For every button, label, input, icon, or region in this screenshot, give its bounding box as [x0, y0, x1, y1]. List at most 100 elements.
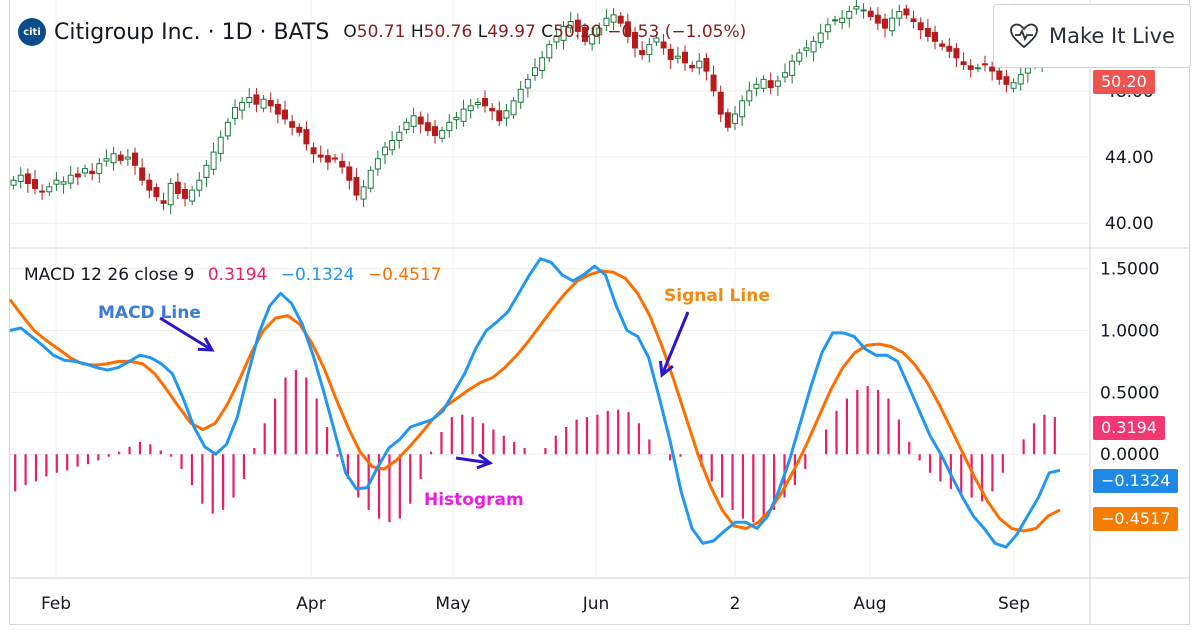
hist-tag: 0.3194 — [1093, 416, 1165, 440]
candle-body — [853, 6, 860, 10]
candle-body — [596, 27, 603, 36]
candle-body — [967, 65, 974, 70]
macd-tick-label: 0.5000 — [1100, 383, 1159, 403]
candle-body — [874, 14, 881, 24]
candle-body — [817, 32, 824, 44]
candle-body — [667, 48, 674, 61]
candle-body — [389, 140, 396, 151]
candle-body — [510, 100, 517, 116]
candle-body — [1010, 82, 1017, 89]
candle-body — [410, 115, 417, 127]
candle-body — [260, 98, 267, 109]
candle-body — [932, 31, 938, 42]
candle-body — [724, 112, 731, 128]
make-it-live-button[interactable]: Make It Live — [993, 4, 1191, 68]
candle-body — [189, 189, 196, 202]
candle-body — [439, 130, 446, 139]
time-tick-label: Jun — [582, 594, 610, 614]
candle-body — [582, 26, 588, 42]
candle-body — [574, 19, 581, 32]
candle-body — [803, 47, 810, 51]
candle-body — [839, 17, 846, 23]
candle-body — [353, 177, 360, 196]
candle-body — [210, 151, 217, 170]
candle-body — [474, 102, 481, 105]
candle-body — [39, 190, 46, 193]
candle-body — [796, 52, 803, 62]
candle-body — [517, 88, 524, 103]
macd-line-arrow-head — [197, 337, 215, 352]
candle-body — [553, 35, 560, 43]
candle-body — [267, 100, 274, 107]
candle-body — [996, 70, 1003, 80]
candle-body — [32, 179, 38, 189]
candle-body — [660, 41, 667, 49]
candle-body — [274, 103, 281, 115]
candle-body — [117, 154, 124, 161]
candle-body — [982, 63, 988, 66]
candle-body — [710, 74, 717, 92]
macd-tag: −0.1324 — [1093, 469, 1179, 493]
candle-body — [367, 169, 374, 189]
candle-body — [896, 11, 903, 19]
candle-body — [339, 160, 346, 168]
candle-body — [174, 181, 181, 194]
candle-body — [646, 44, 653, 56]
candle-body — [960, 61, 967, 65]
candle-body — [624, 21, 631, 37]
candle-body — [196, 179, 203, 191]
candle-body — [589, 34, 596, 45]
candle-body — [860, 9, 867, 12]
candle-body — [503, 110, 510, 119]
candle-body — [303, 129, 310, 145]
heart-pulse-icon — [1010, 23, 1038, 49]
candle-body — [989, 66, 996, 72]
candle-body — [310, 147, 317, 155]
candle-body — [732, 113, 738, 124]
candle-body — [946, 45, 953, 52]
candle-body — [682, 51, 688, 64]
ohlc-readout: O50.71 H50.76 L49.97 C50.20 −0.53 (−1.05… — [343, 22, 747, 42]
candle-body — [482, 98, 488, 107]
candle-body — [460, 108, 467, 122]
macd-legend-hist: 0.3194 — [207, 265, 268, 285]
candle-body — [53, 179, 60, 185]
candle-body — [974, 67, 981, 70]
candle-body — [632, 31, 638, 49]
time-tick-label: Sep — [998, 594, 1030, 614]
candle-body — [132, 152, 138, 166]
candle-body — [396, 131, 403, 142]
candle-body — [103, 158, 110, 162]
candle-body — [696, 60, 703, 69]
candle-body — [653, 37, 660, 43]
candle-body — [760, 78, 767, 89]
candle-body — [782, 72, 788, 78]
candle-body — [317, 154, 324, 158]
high-value: 50.76 — [423, 22, 473, 42]
candle-body — [832, 19, 838, 22]
candle-body — [89, 170, 96, 175]
candle-body — [403, 121, 410, 131]
candle-body — [824, 24, 831, 33]
candle-body — [846, 11, 853, 19]
candle-body — [124, 156, 131, 160]
candle-body — [382, 146, 388, 156]
macd-line — [9, 257, 1061, 549]
candle-body — [74, 173, 81, 178]
time-tick-label: 2 — [730, 594, 741, 614]
candle-body — [467, 105, 474, 111]
signal-line-arrow-head — [658, 360, 674, 378]
candle-body — [417, 116, 424, 125]
candle-body — [939, 43, 946, 47]
candle-body — [96, 163, 103, 175]
signal-line-arrow — [660, 311, 690, 376]
candle-body — [167, 183, 174, 206]
candle-body — [917, 22, 924, 31]
time-tick-label: Aug — [853, 594, 886, 614]
candle-body — [24, 173, 31, 185]
chart-header: citi Citigroup Inc. · 1D · BATS O50.71 H… — [18, 18, 746, 46]
chart-frame — [9, 0, 1190, 625]
time-tick-label: May — [435, 594, 470, 614]
candle-body — [110, 153, 117, 164]
candle-body — [882, 18, 888, 29]
